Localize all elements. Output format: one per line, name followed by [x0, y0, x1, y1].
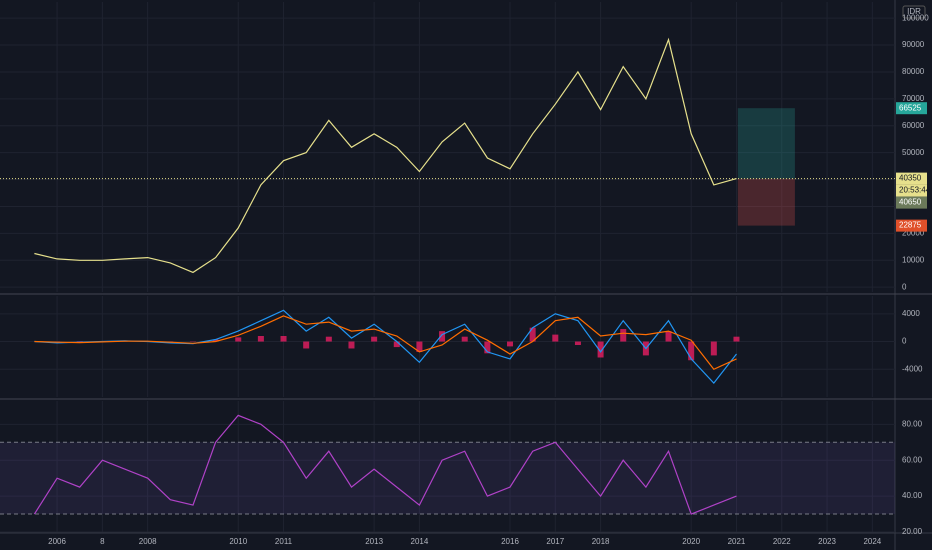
entry-label: 40350 [899, 174, 922, 183]
close-label-box [896, 196, 927, 209]
y-tick-label: 10000 [902, 255, 925, 264]
target-label-box [896, 102, 927, 115]
histogram-bar [574, 341, 581, 346]
rsi-band [0, 442, 895, 515]
histogram-bar [529, 327, 536, 342]
y-tick-label: 40.00 [902, 491, 923, 500]
y-tick-label: 80000 [902, 67, 925, 76]
x-tick-label: 2011 [275, 537, 293, 546]
x-tick-label: 2021 [728, 537, 746, 546]
histogram-bar [348, 341, 355, 349]
histogram-bar [257, 335, 264, 342]
histogram-bar [710, 341, 717, 356]
x-tick-label: 2014 [411, 537, 429, 546]
x-tick-label: 2017 [546, 537, 564, 546]
histogram-bar [371, 336, 378, 342]
y-tick-label: 0 [902, 282, 907, 291]
stop-label-box [896, 219, 927, 232]
histogram-bar [620, 329, 627, 342]
y-tick-label: 90000 [902, 40, 925, 49]
countdown-label-box [896, 184, 927, 197]
y-tick-label: 50000 [902, 148, 925, 157]
x-tick-label: 2022 [773, 537, 791, 546]
y-tick-label: 100000 [902, 13, 929, 22]
y-tick-label: 4000 [902, 309, 920, 318]
histogram-bar [552, 334, 559, 342]
entry-label-box [896, 172, 927, 185]
x-tick-label: 2006 [48, 537, 66, 546]
histogram-bar [212, 339, 219, 342]
x-tick-label: 2016 [501, 537, 519, 546]
line [34, 315, 737, 371]
close-label: 40650 [899, 198, 922, 207]
histogram-bar [733, 336, 740, 342]
y-tick-label: 0 [902, 337, 907, 346]
line [34, 37, 737, 274]
x-tick-label: 2008 [139, 537, 157, 546]
histogram-bar [507, 341, 514, 347]
histogram-bar [280, 335, 287, 342]
x-tick-label: 2024 [863, 537, 881, 546]
histogram-bar [597, 341, 604, 358]
x-tick-label: 2023 [818, 537, 836, 546]
x-tick-label: 8 [100, 537, 105, 546]
x-tick-label: 2020 [682, 537, 700, 546]
histogram-bar [303, 341, 310, 349]
y-tick-label: 70000 [902, 94, 925, 103]
y-tick-label: 20.00 [902, 527, 923, 536]
histogram-bar [416, 341, 423, 352]
y-tick-label: 80.00 [902, 419, 923, 428]
currency-box [902, 5, 926, 19]
histogram-bar [439, 331, 446, 342]
countdown-label: 20:53:44 [899, 186, 931, 195]
histogram-bar [665, 331, 672, 342]
histogram-bar [235, 337, 242, 342]
stop-zone [737, 178, 795, 226]
y-tick-label: 20000 [902, 228, 925, 237]
x-tick-label: 2013 [365, 537, 383, 546]
histogram-bar [688, 341, 695, 361]
stop-label: 22875 [899, 221, 922, 230]
histogram-bar [393, 341, 400, 348]
histogram-bar [484, 341, 491, 354]
target-zone [737, 108, 795, 179]
histogram-bar [461, 336, 468, 342]
y-tick-label: -4000 [902, 364, 923, 373]
target-label: 66525 [899, 103, 922, 112]
x-tick-label: 2010 [229, 537, 247, 546]
y-tick-label: 60000 [902, 121, 925, 130]
histogram-bar [325, 336, 332, 342]
currency: IDR [907, 7, 921, 16]
line [33, 414, 737, 515]
y-tick-label: 60.00 [902, 455, 923, 464]
x-tick-label: 2018 [592, 537, 610, 546]
